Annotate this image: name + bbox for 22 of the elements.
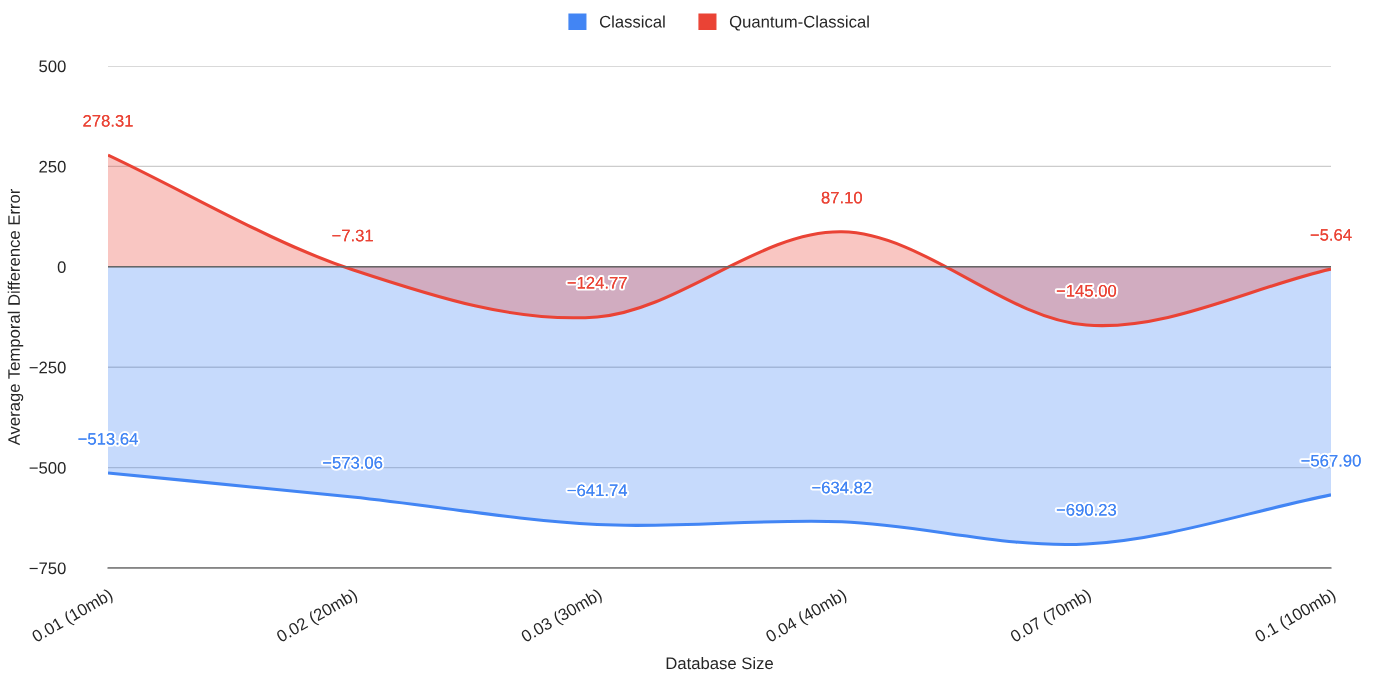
data-label: −567.90 — [1301, 454, 1361, 467]
legend-label: Classical — [599, 15, 665, 28]
data-label: 278.31 — [83, 114, 133, 127]
y-tick-label: 0 — [57, 261, 66, 273]
y-tick-label: −500 — [29, 462, 66, 474]
data-label: 87.10 — [821, 191, 862, 204]
data-label: −641.74 — [567, 484, 628, 497]
data-label: −513.64 — [78, 432, 138, 445]
y-axis-title: Average Temporal Difference Error — [7, 188, 24, 446]
y-tick-label: −750 — [29, 562, 66, 575]
y-tick-label: 500 — [39, 60, 66, 73]
data-label: −124.77 — [567, 276, 627, 289]
x-axis-title: Database Size — [666, 656, 773, 670]
legend-label: Quantum-Classical — [729, 15, 869, 31]
data-label: −5.64 — [1310, 228, 1352, 241]
data-label: −145.00 — [1056, 284, 1117, 297]
y-tick-label: 250 — [39, 160, 66, 173]
data-label: −573.06 — [323, 456, 383, 469]
data-label: −7.31 — [332, 229, 373, 242]
y-tick-label: −250 — [29, 361, 66, 374]
data-label: −690.23 — [1056, 503, 1117, 516]
data-label: −634.82 — [812, 481, 872, 494]
